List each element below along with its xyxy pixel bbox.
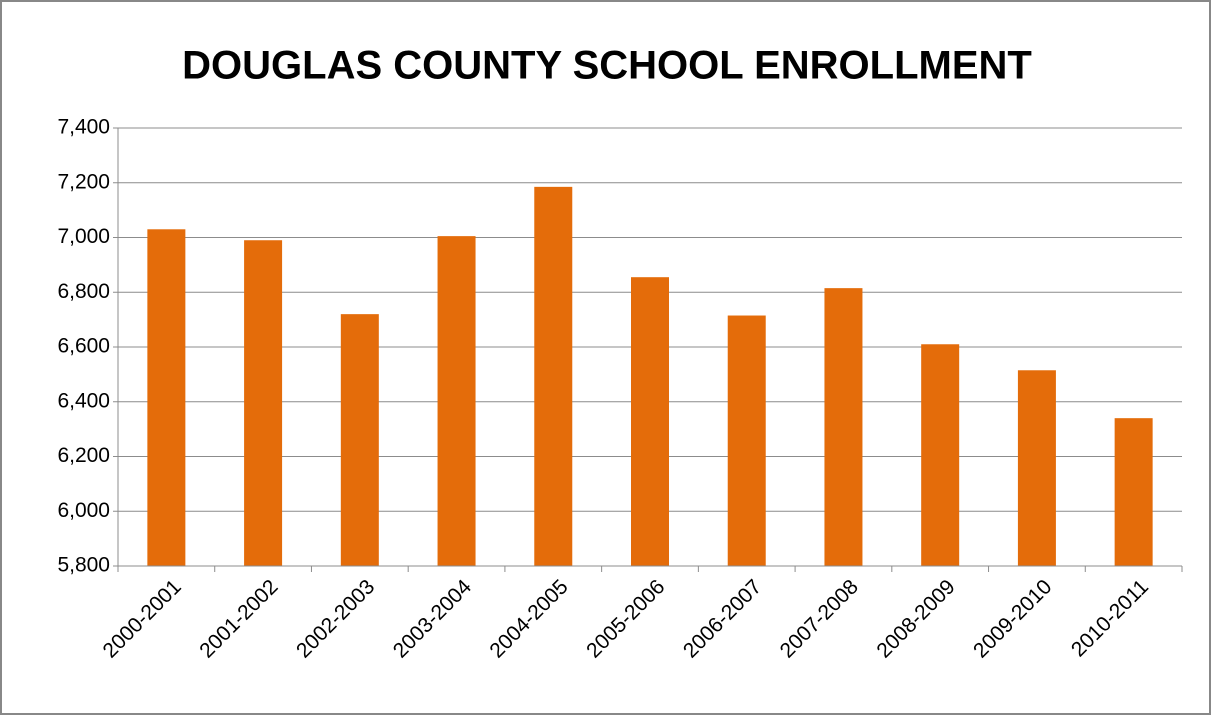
y-tick-label: 6,000 (57, 499, 110, 522)
bar (1114, 418, 1153, 566)
bar (437, 236, 476, 566)
y-tick-label: 7,400 (57, 116, 110, 139)
y-tick-label: 6,400 (57, 389, 110, 412)
y-tick-label: 6,200 (57, 444, 110, 467)
y-tick-label: 6,800 (57, 280, 110, 303)
y-tick-label: 7,000 (57, 225, 110, 248)
bar (147, 229, 186, 566)
y-tick-label: 6,600 (57, 335, 110, 358)
bar (921, 344, 960, 566)
bar (340, 314, 379, 566)
bar (824, 288, 863, 566)
chart-title: DOUGLAS COUNTY SCHOOL ENROLLMENT (182, 44, 1032, 88)
bar (1017, 370, 1056, 566)
bar (631, 277, 669, 566)
bar (727, 315, 766, 566)
bar (244, 240, 283, 567)
bar (534, 186, 573, 566)
y-tick-label: 5,800 (57, 554, 110, 577)
y-tick-label: 7,200 (57, 170, 110, 193)
